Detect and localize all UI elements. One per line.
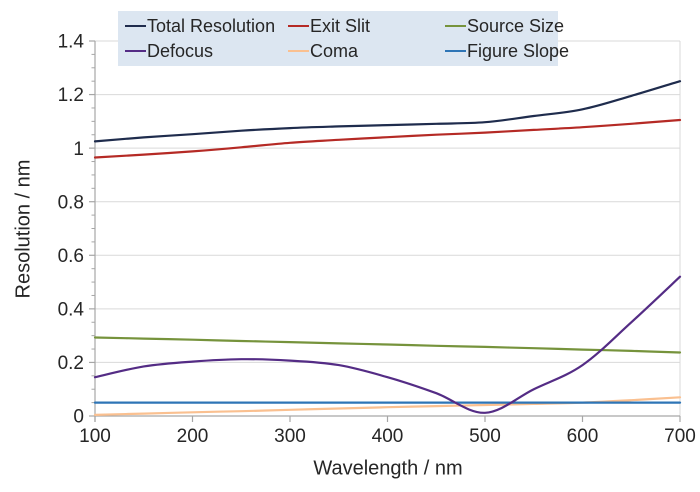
- legend-item-figure-slope: Figure Slope: [445, 42, 569, 60]
- legend-item-total-resolution: Total Resolution: [125, 17, 288, 35]
- series-line-source-size: [93, 336, 682, 354]
- legend-line-swatch: [445, 50, 466, 53]
- legend-label: Coma: [310, 41, 359, 62]
- series-line-defocus: [93, 275, 682, 414]
- y-axis-title: Resolution / nm: [12, 159, 35, 299]
- x-tick-label: 700: [664, 426, 696, 447]
- legend-line-swatch: [288, 50, 309, 53]
- x-tick-label: 300: [274, 426, 306, 447]
- y-tick-label: 1.2: [58, 85, 84, 106]
- y-tick-label: 0.6: [58, 246, 84, 267]
- y-tick-label: 0.4: [58, 300, 85, 321]
- y-tick-label: 0.2: [58, 353, 84, 374]
- legend-label: Total Resolution: [147, 15, 276, 36]
- legend-label: Figure Slope: [467, 41, 570, 62]
- x-axis-title: Wavelength / nm: [313, 457, 463, 480]
- axes: 0 0.2 0.4 0.6 0.8 1 1.2 1.4 100 200 300 400 500 600 70…: [58, 32, 696, 447]
- legend-label: Defocus: [147, 41, 214, 62]
- y-tick-label: 0.8: [58, 192, 84, 213]
- series-line-total-resolution: [93, 80, 682, 143]
- legend-label: Exit Slit: [310, 15, 371, 36]
- x-tick-label: 400: [372, 426, 404, 447]
- x-tick-label: 500: [469, 426, 501, 447]
- legend-item-coma: Coma: [288, 42, 445, 60]
- y-tick-label: 1.4: [58, 32, 85, 53]
- gridlines: [95, 40, 681, 416]
- legend-line-swatch: [125, 50, 146, 53]
- legend-line-swatch: [125, 24, 146, 27]
- x-tick-label: 600: [567, 426, 599, 447]
- y-tick-label: 1: [73, 139, 84, 160]
- chart-legend: Total Resolution Exit Slit Source Size D…: [118, 11, 569, 66]
- series-lines: [93, 80, 682, 416]
- series-line-exit-slit: [93, 118, 682, 159]
- legend-item-source-size: Source Size: [445, 17, 569, 35]
- legend-item-exit-slit: Exit Slit: [288, 17, 445, 35]
- legend-label: Source Size: [467, 15, 565, 36]
- y-tick-label: 0: [73, 407, 84, 428]
- x-tick-label: 200: [177, 426, 209, 447]
- legend-item-defocus: Defocus: [125, 42, 288, 60]
- series-line-coma: [93, 396, 682, 416]
- legend-line-swatch: [288, 24, 309, 27]
- x-tick-label: 100: [79, 426, 111, 447]
- legend-line-swatch: [445, 24, 466, 27]
